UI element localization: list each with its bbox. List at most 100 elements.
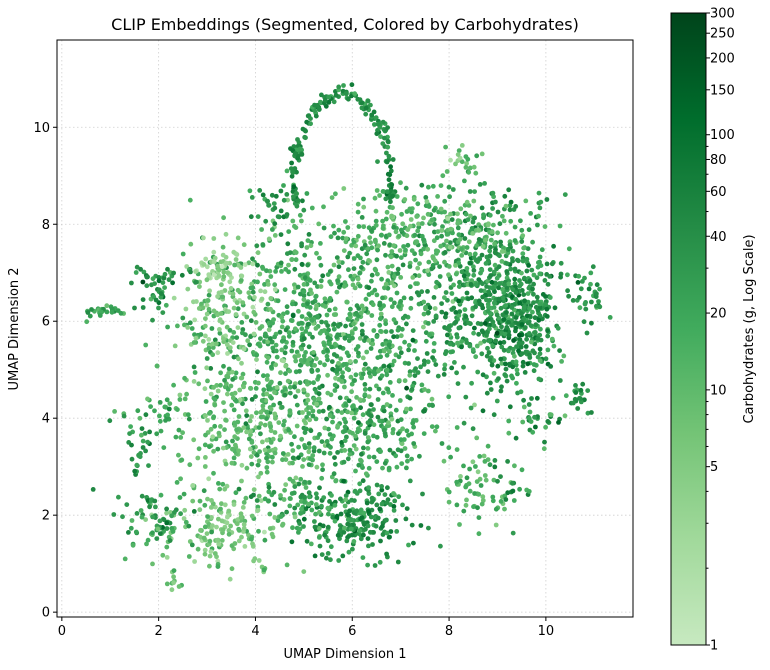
- scatter-point: [390, 427, 396, 432]
- scatter-point: [254, 243, 260, 249]
- scatter-point: [594, 291, 599, 297]
- scatter-point: [325, 390, 331, 396]
- scatter-point: [491, 269, 497, 275]
- scatter-point: [163, 418, 168, 423]
- scatter-point: [513, 435, 519, 441]
- scatter-point: [390, 205, 395, 211]
- scatter-point: [307, 417, 313, 423]
- scatter-point: [161, 445, 167, 450]
- scatter-point: [377, 506, 383, 512]
- scatter-point: [249, 513, 255, 519]
- scatter-point: [326, 341, 332, 347]
- scatter-point: [519, 351, 525, 357]
- scatter-point: [557, 378, 563, 383]
- scatter-point: [502, 372, 508, 378]
- scatter-point: [404, 385, 409, 391]
- scatter-point: [264, 437, 270, 443]
- scatter-point: [467, 260, 473, 266]
- scatter-point: [209, 529, 215, 535]
- scatter-point: [109, 309, 115, 315]
- scatter-point: [247, 342, 253, 348]
- scatter-point: [380, 532, 386, 537]
- scatter-point: [260, 414, 266, 420]
- scatter-point: [253, 394, 258, 399]
- scatter-point: [366, 370, 372, 376]
- scatter-point: [308, 541, 314, 547]
- scatter-point: [523, 344, 529, 349]
- scatter-point: [470, 347, 476, 353]
- scatter-point: [510, 530, 516, 536]
- scatter-point: [235, 325, 241, 330]
- scatter-point: [224, 324, 230, 330]
- scatter-point: [241, 346, 247, 352]
- scatter-point: [239, 360, 244, 366]
- scatter-point: [318, 241, 323, 246]
- scatter-point: [270, 534, 276, 540]
- scatter-point: [379, 484, 384, 489]
- scatter-point: [467, 251, 473, 257]
- scatter-point: [230, 438, 235, 444]
- scatter-point: [363, 471, 369, 477]
- scatter-point: [396, 378, 402, 383]
- scatter-point: [157, 400, 163, 405]
- scatter-point: [285, 197, 290, 203]
- scatter-point: [162, 404, 168, 410]
- scatter-point: [510, 364, 516, 370]
- scatter-point: [446, 323, 452, 329]
- scatter-point: [138, 508, 144, 513]
- scatter-point: [179, 272, 185, 278]
- scatter-point: [380, 465, 385, 471]
- scatter-point: [366, 465, 372, 471]
- scatter-point: [409, 387, 415, 392]
- scatter-point: [226, 309, 232, 314]
- scatter-point: [430, 263, 436, 268]
- scatter-point: [223, 439, 229, 445]
- scatter-point: [476, 277, 482, 282]
- scatter-point: [325, 538, 331, 544]
- scatter-point: [322, 362, 327, 368]
- scatter-point: [422, 408, 427, 414]
- scatter-point: [211, 414, 217, 420]
- scatter-point: [228, 286, 234, 291]
- scatter-point: [493, 199, 498, 205]
- scatter-point: [445, 216, 450, 221]
- scatter-point: [163, 302, 169, 308]
- scatter-point: [487, 267, 493, 272]
- scatter-point: [404, 233, 410, 239]
- scatter-point: [463, 502, 469, 508]
- scatter-point: [484, 332, 489, 338]
- scatter-point: [468, 405, 474, 411]
- scatter-point: [429, 396, 435, 402]
- scatter-point: [292, 354, 298, 359]
- scatter-point: [226, 366, 232, 372]
- scatter-point: [202, 547, 208, 553]
- scatter-point: [353, 468, 358, 474]
- scatter-point: [525, 361, 531, 367]
- scatter-point: [273, 415, 278, 421]
- scatter-point: [214, 341, 219, 347]
- scatter-point: [287, 368, 293, 374]
- scatter-point: [343, 323, 348, 329]
- scatter-point: [374, 131, 380, 137]
- scatter-point: [265, 355, 271, 361]
- scatter-point: [347, 250, 352, 256]
- scatter-point: [499, 259, 505, 264]
- y-axis-label: UMAP Dimension 2: [7, 267, 22, 390]
- scatter-point: [548, 412, 554, 418]
- scatter-point: [242, 262, 248, 267]
- scatter-point: [238, 514, 244, 520]
- scatter-point: [296, 455, 301, 461]
- scatter-point: [454, 370, 459, 376]
- scatter-point: [297, 521, 302, 526]
- scatter-point: [300, 126, 306, 132]
- scatter-point: [385, 485, 390, 491]
- scatter-point: [391, 491, 396, 496]
- scatter-point: [107, 418, 113, 424]
- scatter-point: [389, 329, 394, 334]
- scatter-point: [182, 375, 188, 381]
- scatter-point: [290, 448, 296, 453]
- scatter-point: [425, 369, 431, 374]
- scatter-point: [156, 305, 161, 311]
- scatter-point: [169, 513, 175, 519]
- scatter-point: [578, 286, 584, 292]
